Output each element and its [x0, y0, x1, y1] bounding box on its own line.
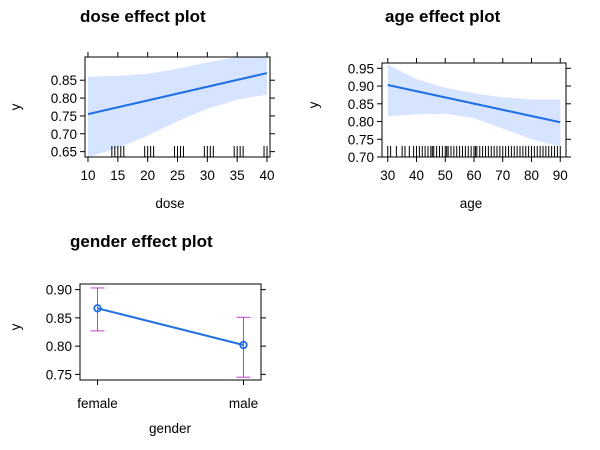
dose-x-tick-label: 10: [80, 168, 95, 183]
dose-y-tick-label: 0.65: [51, 145, 77, 160]
age-y-tick-label: 0.75: [348, 132, 374, 147]
age-x-tick-label: 90: [553, 168, 568, 183]
age-y-tick-label: 0.95: [348, 61, 374, 76]
dose-panel: dose effect plot 10 15 20 25 30 35 40 0.65 0.70 0.…: [8, 7, 275, 211]
gender-panel: gender effect plot female male 0.75 0.80 0.85…: [8, 232, 266, 436]
age-x-tick-label: 60: [466, 168, 481, 183]
age-y-axis-label: y: [306, 101, 321, 108]
gender-title: gender effect plot: [70, 232, 213, 251]
dose-confidence-band: [88, 57, 267, 157]
age-x-axis-label: age: [460, 196, 483, 211]
dose-x-tick-label: 20: [140, 168, 155, 183]
age-x-tick-label: 30: [380, 168, 395, 183]
dose-y-tick-label: 0.85: [51, 73, 77, 88]
gender-x-tick-label: male: [229, 396, 258, 411]
gender-y-tick-label: 0.80: [46, 339, 72, 354]
dose-x-tick-label: 30: [200, 168, 215, 183]
age-y-tick-label: 0.70: [348, 150, 374, 165]
age-x-tick-label: 40: [409, 168, 424, 183]
dose-y-tick-label: 0.70: [51, 127, 77, 142]
dose-x-tick-label: 35: [230, 168, 245, 183]
dose-y-tick-label: 0.80: [51, 91, 77, 106]
gender-y-tick-label: 0.85: [46, 311, 72, 326]
age-x-tick-label: 80: [524, 168, 539, 183]
dose-x-tick-label: 25: [170, 168, 185, 183]
age-fit-line: [387, 84, 561, 124]
age-y-tick-label: 0.90: [348, 79, 374, 94]
age-confidence-band: [387, 64, 561, 147]
dose-y-tick-label: 0.75: [51, 109, 77, 124]
dose-y-axis-label: y: [8, 103, 23, 110]
age-x-tick-label: 50: [438, 168, 453, 183]
dose-x-axis-label: dose: [155, 196, 184, 211]
age-y-tick-label: 0.85: [348, 97, 374, 112]
age-x-tick-label: 70: [495, 168, 510, 183]
dose-x-tick-label: 40: [260, 168, 275, 183]
dose-x-tick-label: 15: [110, 168, 125, 183]
gender-point-female: [93, 304, 102, 313]
gender-plot-frame: [79, 283, 262, 381]
age-title: age effect plot: [385, 7, 501, 26]
gender-y-axis-label: y: [8, 323, 23, 330]
dose-title: dose effect plot: [80, 7, 206, 26]
dose-fit-line: [87, 72, 268, 116]
gender-y-tick-label: 0.90: [46, 283, 72, 298]
age-y-tick-label: 0.80: [348, 115, 374, 130]
gender-x-tick-label: female: [77, 396, 118, 411]
gender-x-axis-label: gender: [149, 421, 192, 436]
gender-y-tick-label: 0.75: [46, 367, 72, 382]
age-panel: age effect plot 30 40 50 60 70 80 90 0.70 0.75 0.8…: [306, 7, 571, 211]
gender-point-male: [239, 340, 248, 350]
gender-fit-line: [97, 307, 244, 346]
